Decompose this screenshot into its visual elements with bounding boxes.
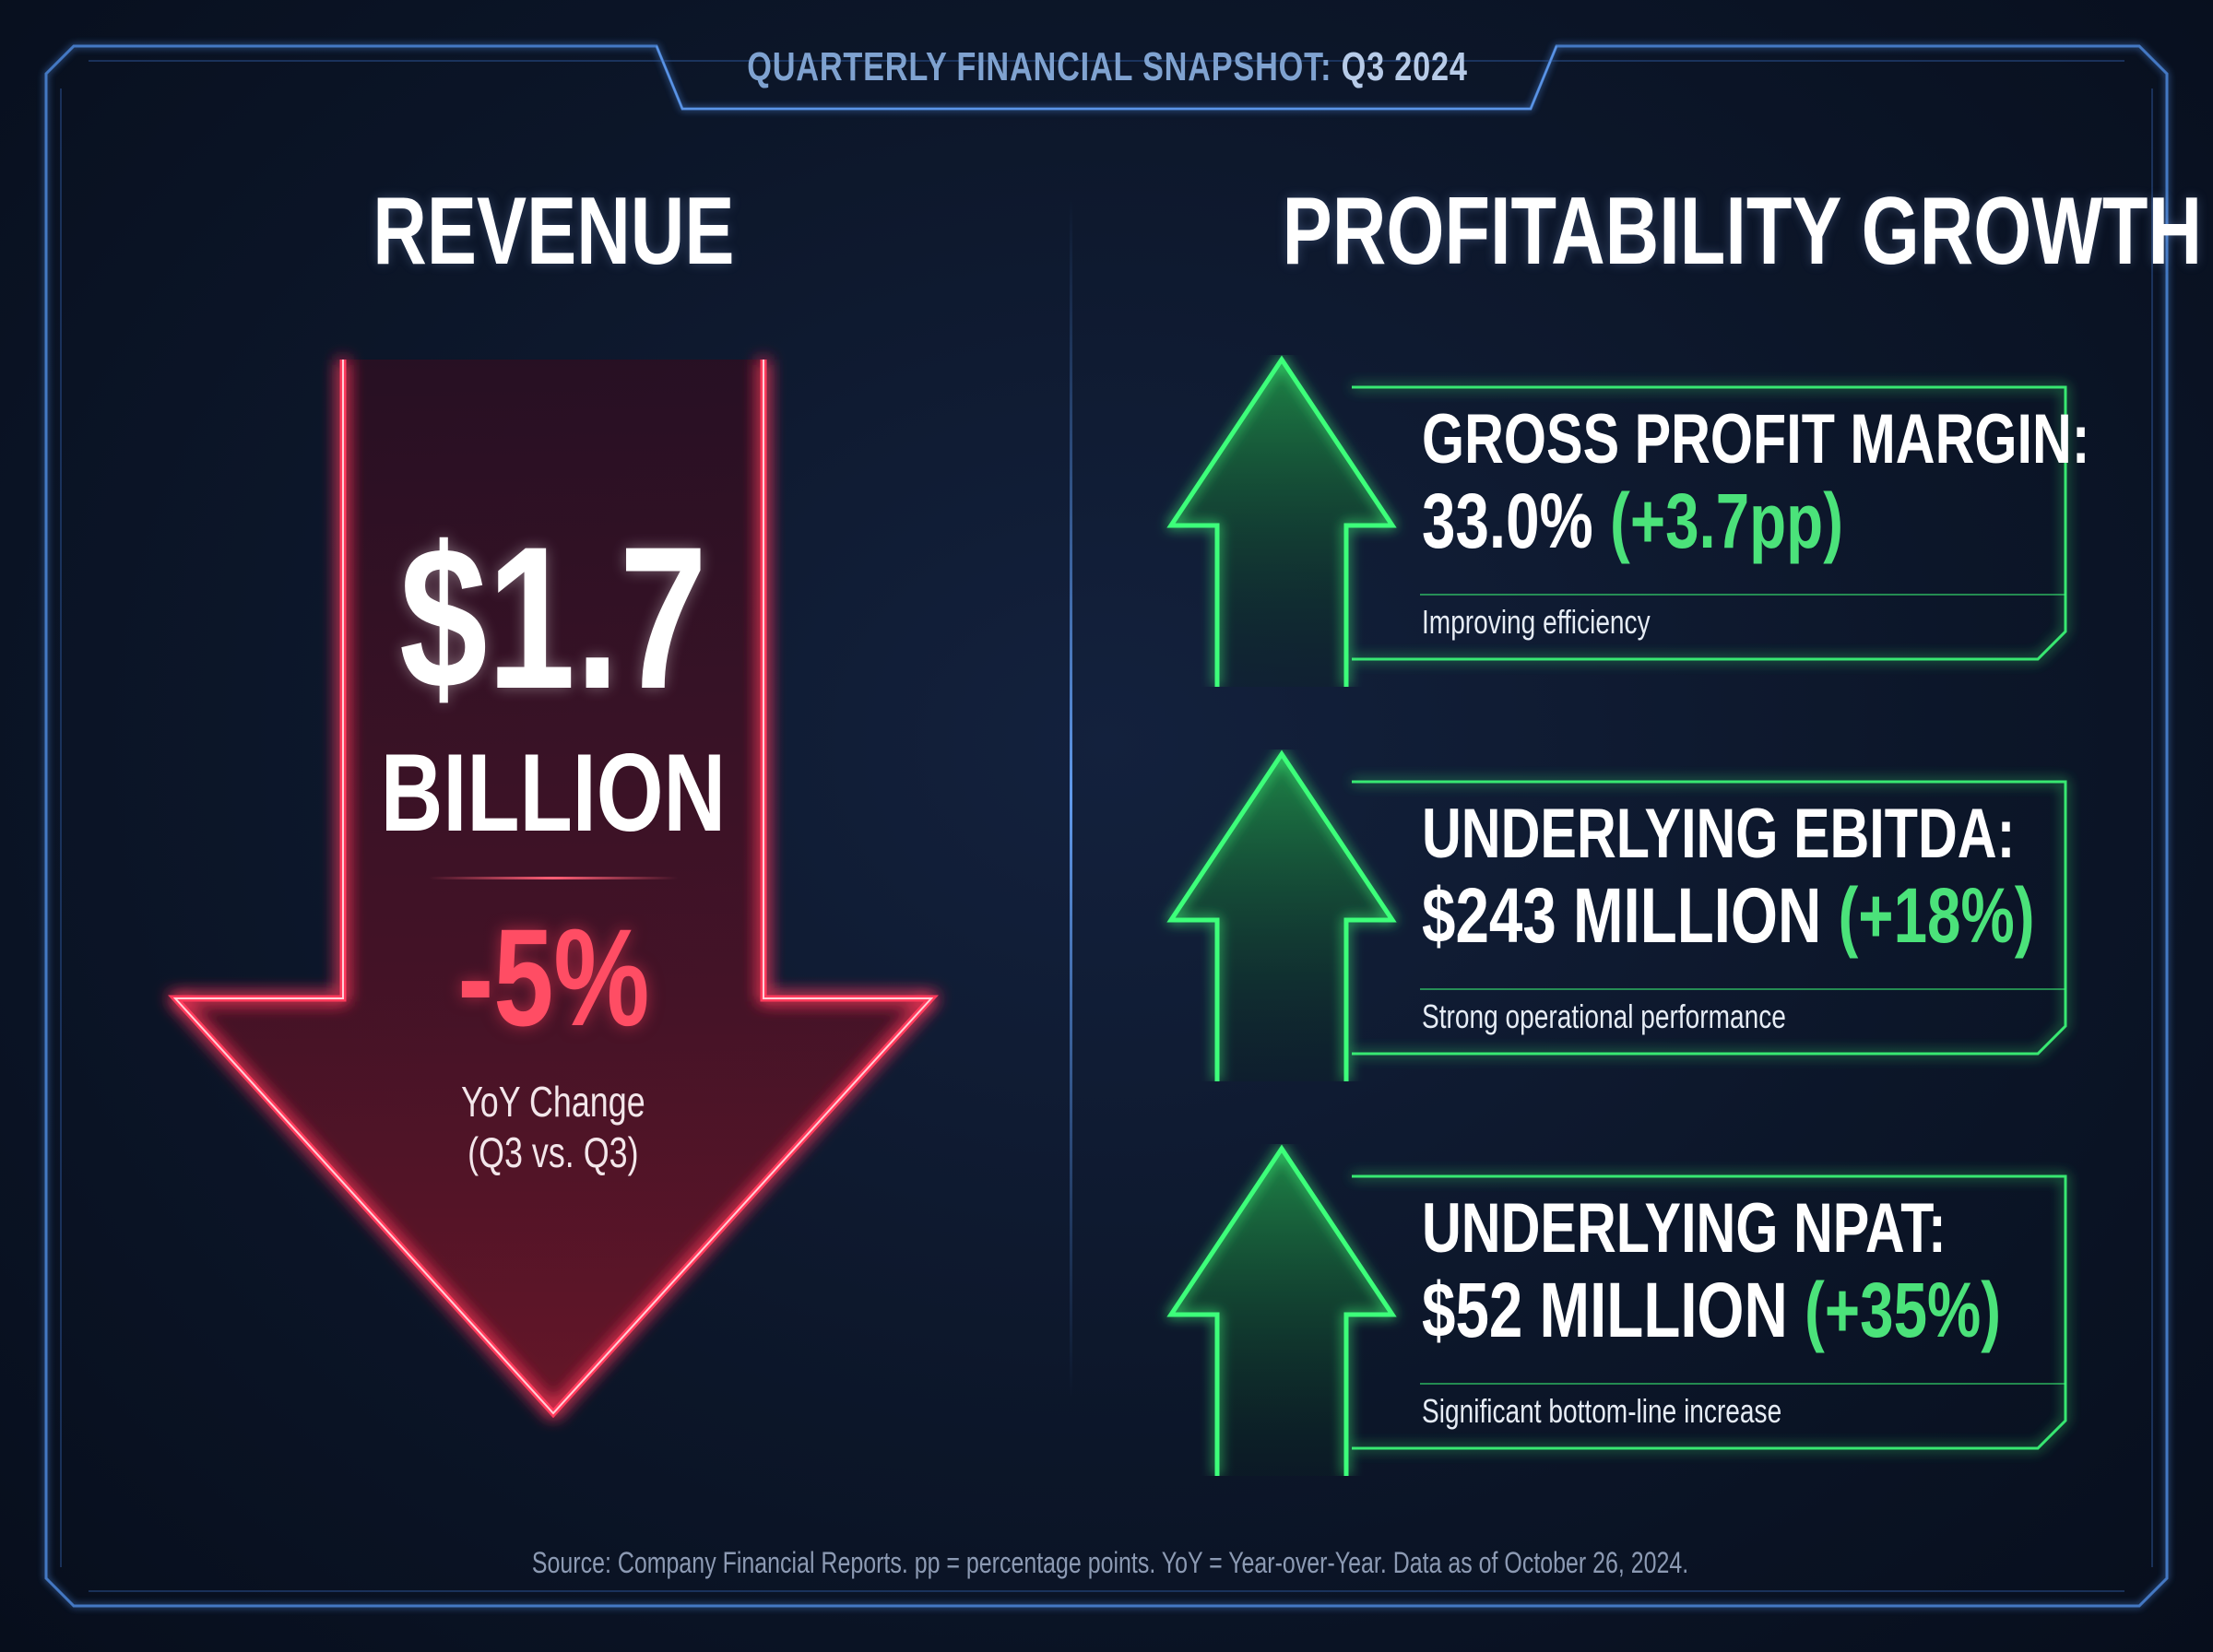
title-quarter: Q3 2024	[1341, 44, 1468, 89]
ebitda-value-text: $243 MILLION	[1422, 872, 1822, 959]
npat-value-text: $52 MILLION	[1422, 1267, 1788, 1353]
revenue-change-label-line1: YoY Change	[461, 1078, 645, 1126]
revenue-value: $1.7	[304, 516, 802, 719]
gross-margin-value: 33.0% (+3.7pp)	[1422, 479, 2160, 562]
revenue-heading: REVENUE	[267, 181, 839, 282]
npat-note-text: Significant bottom-line increase	[1422, 1392, 1782, 1430]
gross-margin-change: (+3.7pp)	[1609, 478, 1844, 564]
ebitda-value: $243 MILLION (+18%)	[1422, 874, 2160, 957]
revenue-value-text: $1.7	[399, 504, 707, 731]
npat-title-text: UNDERLYING NPAT:	[1422, 1189, 1947, 1268]
revenue-divider	[429, 877, 678, 879]
revenue-unit: BILLION	[304, 738, 802, 848]
revenue-change-text: -5%	[456, 900, 650, 1055]
ebitda-note: Strong operational performance	[1422, 998, 2160, 1035]
gross-margin-note: Improving efficiency	[1422, 604, 2160, 641]
revenue-change-label-period: (Q3 vs. Q3)	[350, 1129, 756, 1175]
metric-card-npat: UNDERLYING NPAT: $52 MILLION (+35%) Sign…	[1143, 1144, 2084, 1476]
npat-note: Significant bottom-line increase	[1422, 1393, 2160, 1430]
up-arrow-icon	[1166, 1144, 2067, 1476]
gross-margin-title-text: GROSS PROFIT MARGIN:	[1422, 400, 2090, 478]
metric-card-ebitda: UNDERLYING EBITDA: $243 MILLION (+18%) S…	[1143, 749, 2084, 1081]
npat-title: UNDERLYING NPAT:	[1422, 1190, 2160, 1268]
gross-margin-title: GROSS PROFIT MARGIN:	[1422, 401, 2160, 478]
gross-margin-note-text: Improving efficiency	[1422, 603, 1651, 641]
title-text: QUARTERLY FINANCIAL SNAPSHOT:	[747, 44, 1332, 89]
source-footnote-text: Source: Company Financial Reports. pp = …	[531, 1546, 1689, 1579]
up-arrow-icon	[1166, 749, 2067, 1081]
revenue-change-label-line2: (Q3 vs. Q3)	[467, 1128, 639, 1176]
revenue-change: -5%	[350, 908, 756, 1046]
metric-card-gross-margin: GROSS PROFIT MARGIN: 33.0% (+3.7pp) Impr…	[1143, 355, 2090, 687]
npat-change: (+35%)	[1805, 1267, 2002, 1353]
source-footnote: Source: Company Financial Reports. pp = …	[369, 1544, 1844, 1581]
snapshot-title: QUARTERLY FINANCIAL SNAPSHOT: Q3 2024	[645, 35, 1568, 100]
npat-value: $52 MILLION (+35%)	[1422, 1268, 2160, 1351]
profitability-heading-text: PROFITABILITY GROWTH	[1282, 178, 2203, 285]
revenue-unit-text: BILLION	[380, 731, 727, 855]
profitability-heading: PROFITABILITY GROWTH	[1153, 181, 2202, 282]
ebitda-note-text: Strong operational performance	[1422, 997, 1786, 1035]
gross-margin-value-text: 33.0%	[1422, 478, 1593, 564]
revenue-change-label: YoY Change	[350, 1079, 756, 1125]
ebitda-title-text: UNDERLYING EBITDA:	[1422, 795, 2016, 873]
ebitda-change: (+18%)	[1838, 872, 2035, 959]
revenue-heading-text: REVENUE	[372, 178, 735, 285]
up-arrow-icon	[1166, 355, 2067, 687]
ebitda-title: UNDERLYING EBITDA:	[1422, 796, 2160, 873]
